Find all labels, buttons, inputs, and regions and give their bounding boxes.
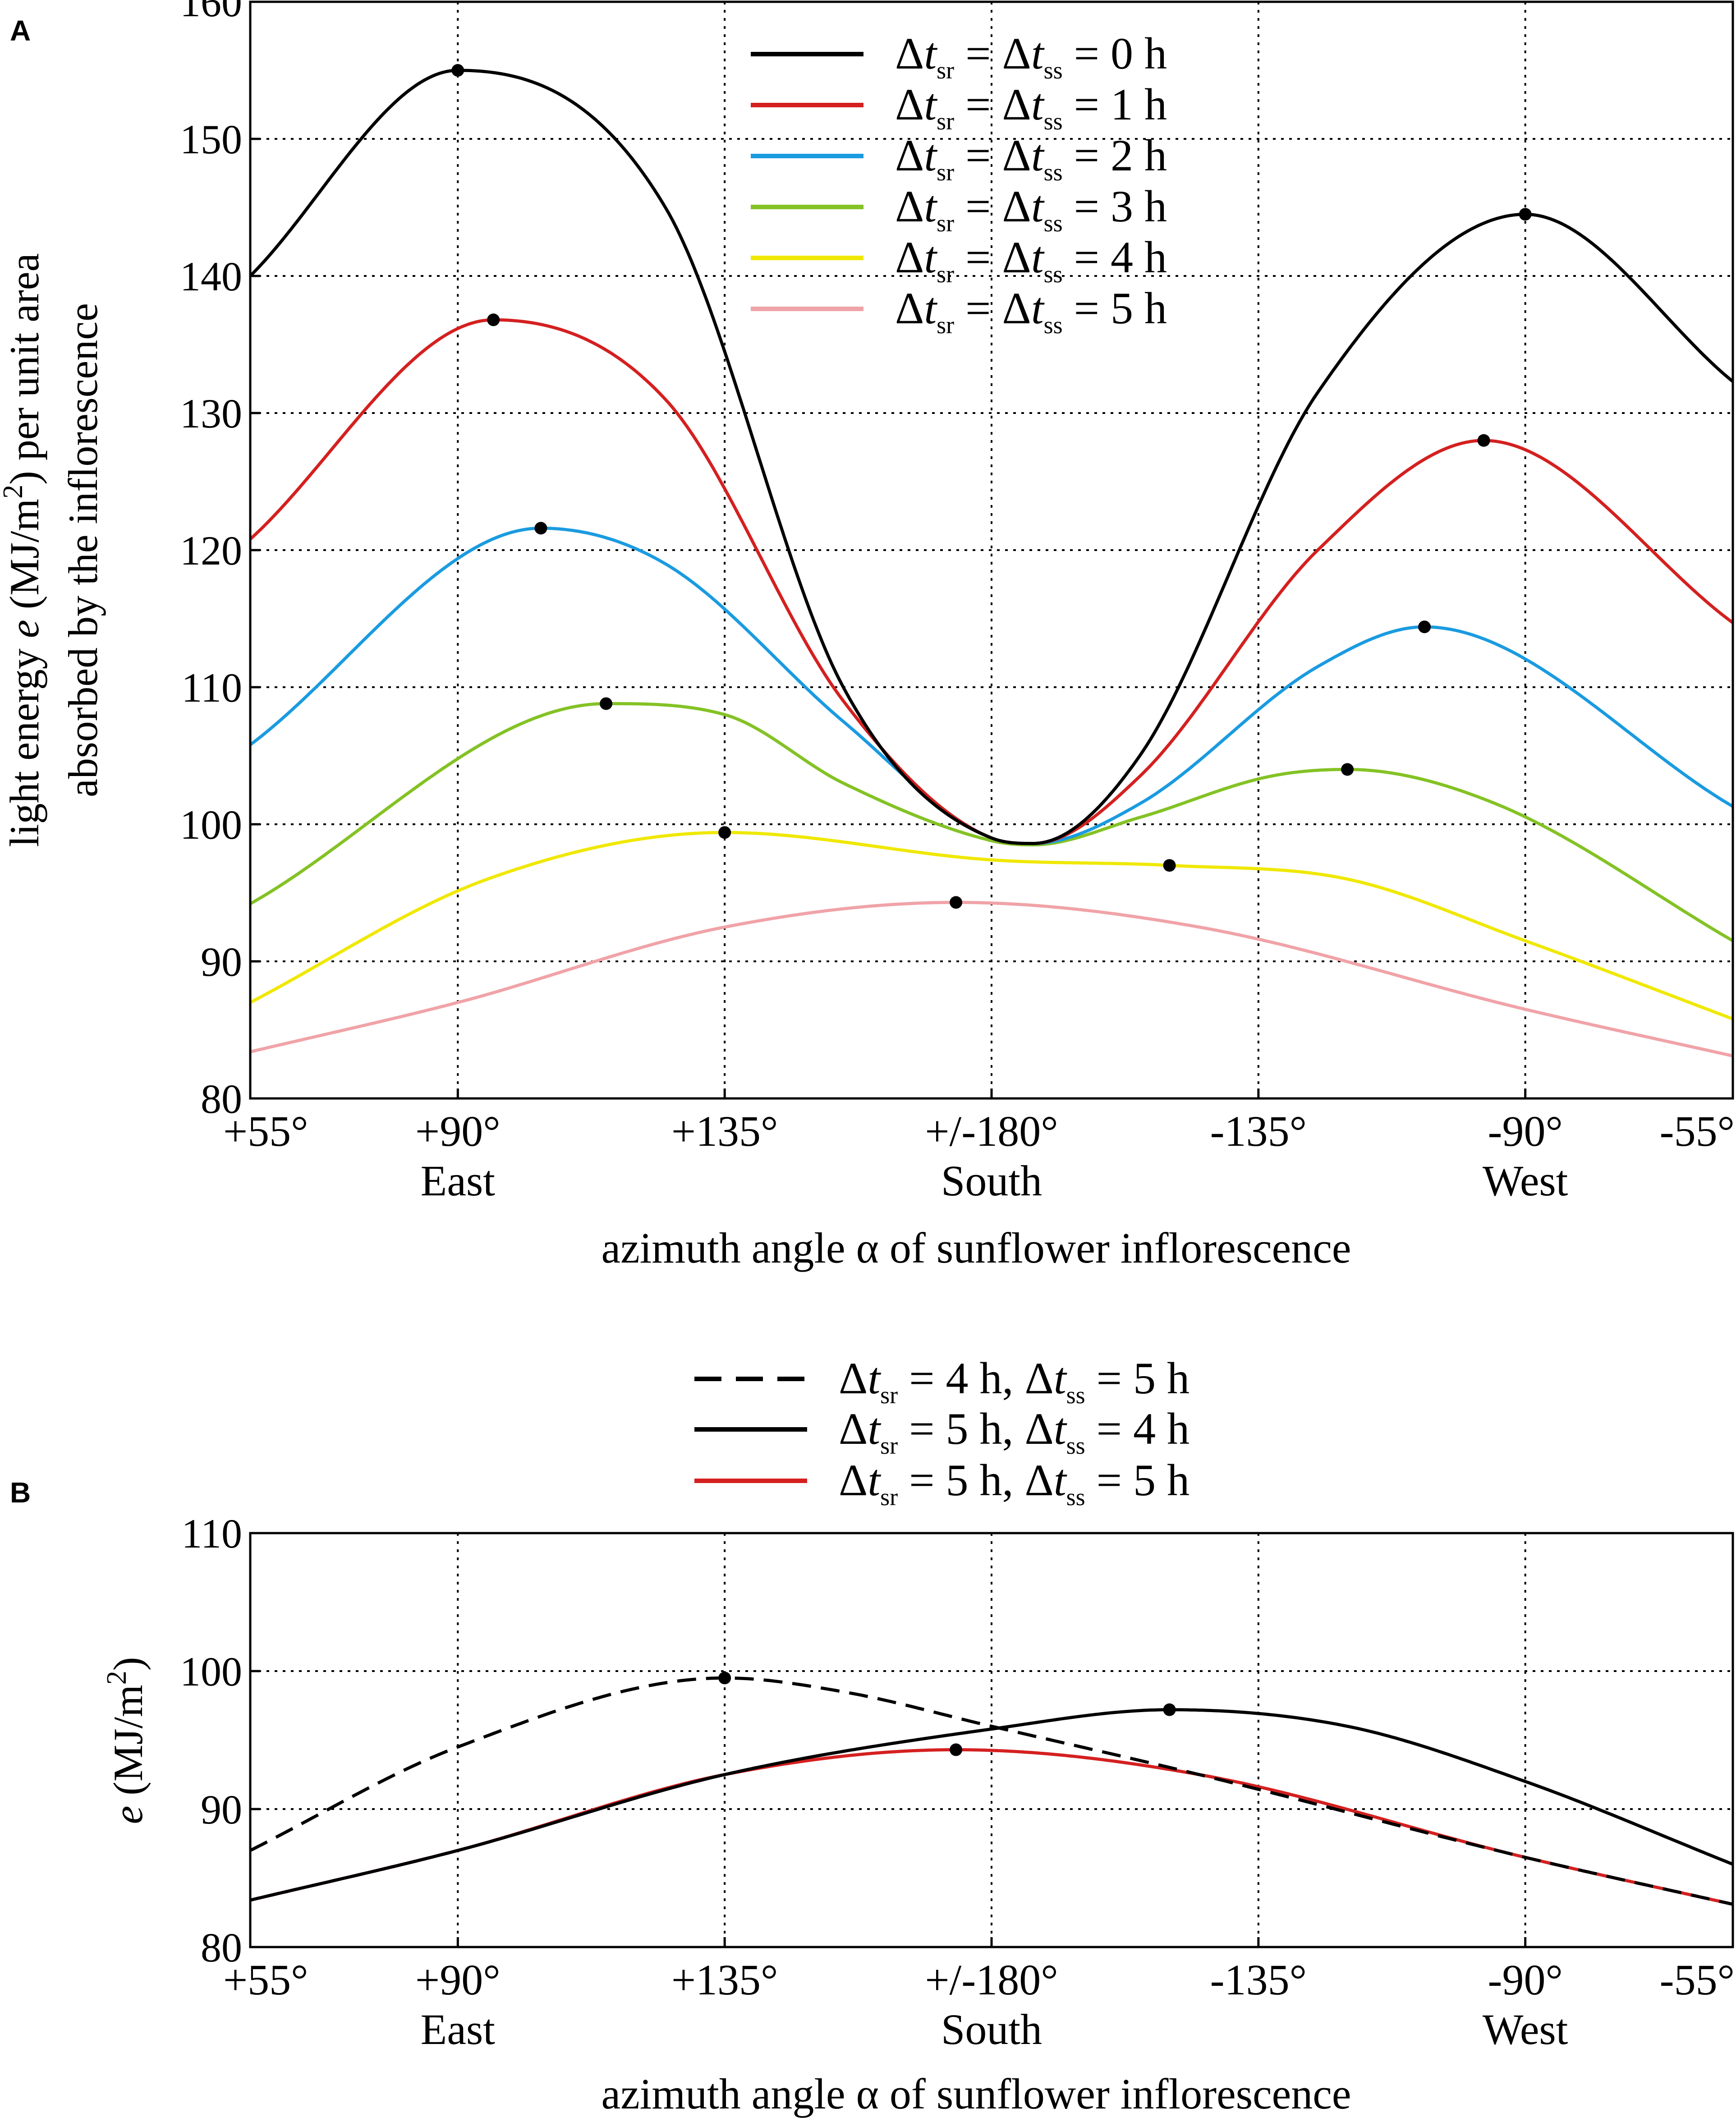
panel-b-markers [718, 1672, 1176, 1756]
panel-a-letter: A [10, 14, 31, 47]
a-xtick-label-1: +90° [415, 1107, 501, 1155]
a-xtick-label-3: +/-180° [925, 1107, 1058, 1155]
legend-b-text-1: Δtsr = 5 h, Δtss = 4 h [839, 1404, 1189, 1459]
b-xtick-label-5: -90° [1488, 1956, 1563, 2004]
legend-b-text-2: Δtsr = 5 h, Δtss = 5 h [839, 1455, 1189, 1511]
legend-a-item-3: Δtsr = Δtss = 3 h [751, 181, 1167, 237]
panel-a-xlabel: azimuth angle α of sunflower inflorescen… [602, 1224, 1351, 1272]
a-ytick-label-0: 80 [201, 1076, 242, 1122]
a-series-line-5 [250, 900, 1733, 1058]
a-series-line-0 [249, 69, 1734, 845]
a-xtick-direction-5: West [1483, 1157, 1568, 1205]
b-xtick-direction-3: South [941, 2005, 1042, 2053]
a-xtick-direction-3: South [941, 1157, 1042, 1205]
a-ytick-label-8: 160 [180, 0, 242, 25]
legend-a-text-1: Δtsr = Δtss = 1 h [895, 79, 1167, 135]
b-xtick-direction-1: East [421, 2005, 496, 2053]
legend-b-item-1: Δtsr = 5 h, Δtss = 4 h [694, 1404, 1189, 1459]
b-xtick-label-3: +/-180° [925, 1956, 1058, 2004]
legend-b-item-0: Δtsr = 4 h, Δtss = 5 h [694, 1353, 1189, 1409]
b-ytick-label-1: 90 [201, 1787, 242, 1833]
a-ytick-label-7: 150 [180, 116, 242, 162]
legend-b-text-0: Δtsr = 4 h, Δtss = 5 h [839, 1353, 1189, 1409]
legend-a-text-0: Δtsr = Δtss = 0 h [895, 28, 1167, 84]
panel-a-ylabel-line1: light energy e (MJ/m2) per unit area [0, 253, 47, 847]
panel-b-ylabel-text: e (MJ/m2) [101, 1657, 151, 1824]
panel-b-y-ticks: 80 90 100 110 [180, 1511, 260, 1970]
a-ytick-label-1: 90 [201, 939, 242, 985]
b-peak-marker-2 [950, 1743, 963, 1756]
a-xtick-label-5: -90° [1488, 1107, 1563, 1155]
a-ytick-label-3: 110 [181, 665, 242, 711]
panel-b-gridlines [250, 1533, 1733, 1947]
a-ytick-label-5: 130 [180, 390, 242, 436]
a-series-line-3 [249, 702, 1734, 942]
a-ytick-label-6: 140 [180, 253, 242, 299]
a-xtick-label-0: +55° [223, 1107, 308, 1155]
panel-a-ylabel: light energy e (MJ/m2) per unit area abs… [0, 253, 106, 847]
panel-a-y-ticks: 80 90 100 110 120 130 140 150 160 [180, 0, 260, 1122]
panel-b-ylabel: e (MJ/m2) [101, 1657, 151, 1824]
panel-a-x-ticks: +55° +90°East +135° +/-180°South -135° -90°We… [223, 1089, 1735, 1205]
legend-a-item-4: Δtsr = Δtss = 4 h [751, 232, 1167, 288]
legend-a-item-5: Δtsr = Δtss = 5 h [751, 283, 1167, 339]
a-peak-marker-4 [718, 826, 731, 839]
b-series-line-1 [250, 1708, 1734, 1902]
b-xtick-label-6: -55° [1660, 1956, 1735, 2004]
panel-a-gridlines [250, 2, 1733, 1098]
a-secondary-marker-2 [1418, 620, 1431, 634]
legend-a-item-1: Δtsr = Δtss = 1 h [751, 79, 1167, 135]
b-ytick-label-0: 80 [201, 1924, 242, 1970]
legend-a-item-0: Δtsr = Δtss = 0 h [751, 28, 1167, 84]
b-ytick-label-2: 100 [180, 1649, 242, 1695]
panel-a: A 80 90 100 110 120 130 140 150 160 +55° +90°East… [0, 0, 1735, 1272]
a-xtick-label-2: +135° [671, 1107, 778, 1155]
a-xtick-label-4: -135° [1210, 1107, 1307, 1155]
a-peak-marker-2 [534, 522, 547, 535]
b-xtick-label-0: +55° [223, 1956, 308, 2004]
b-xtick-direction-5: West [1483, 2005, 1568, 2053]
panel-b: B Δtsr = 4 h, Δtss = 5 h Δtsr = 5 h, Δts… [10, 1353, 1735, 2118]
a-peak-marker-3 [600, 697, 613, 710]
a-secondary-marker-1 [1341, 763, 1354, 776]
legend-a-text-4: Δtsr = Δtss = 4 h [895, 232, 1167, 288]
panel-a-markers [451, 64, 1532, 909]
a-peak-marker-5 [950, 896, 963, 909]
panel-b-xlabel: azimuth angle α of sunflower inflorescen… [602, 2070, 1351, 2118]
legend-b-item-2: Δtsr = 5 h, Δtss = 5 h [694, 1455, 1189, 1511]
b-xtick-label-1: +90° [415, 1956, 501, 2004]
panel-b-legend: Δtsr = 4 h, Δtss = 5 h Δtsr = 5 h, Δtss … [694, 1353, 1189, 1511]
b-xtick-label-2: +135° [671, 1956, 778, 2004]
a-ytick-label-2: 100 [180, 802, 242, 848]
panel-b-letter: B [10, 1476, 31, 1509]
a-peak-marker-0 [451, 64, 464, 77]
panel-a-legend: Δtsr = Δtss = 0 h Δtsr = Δtss = 1 h Δtsr… [751, 28, 1167, 339]
legend-a-item-2: Δtsr = Δtss = 2 h [751, 130, 1167, 186]
a-xtick-label-6: -55° [1660, 1107, 1735, 1155]
a-xtick-direction-1: East [421, 1157, 496, 1205]
panel-b-x-ticks: +55° +90°East +135° +/-180°South -135° -90°We… [223, 1937, 1735, 2053]
a-series-line-4 [249, 831, 1734, 1020]
a-secondary-marker-4 [1519, 208, 1532, 221]
legend-a-text-3: Δtsr = Δtss = 3 h [895, 181, 1167, 237]
a-ytick-label-4: 120 [180, 528, 242, 574]
b-peak-marker-1 [1163, 1703, 1176, 1716]
a-peak-marker-1 [487, 313, 500, 326]
legend-a-text-2: Δtsr = Δtss = 2 h [895, 130, 1167, 186]
panel-a-ylabel-line2: absorbed by the inflorescence [60, 303, 106, 797]
b-xtick-label-4: -135° [1210, 1956, 1307, 2004]
panel-b-series [249, 1676, 1734, 1906]
b-peak-marker-0 [718, 1672, 731, 1685]
b-ytick-label-3: 110 [181, 1511, 242, 1557]
a-secondary-marker-3 [1477, 434, 1490, 447]
a-secondary-marker-0 [1163, 859, 1176, 872]
legend-a-text-5: Δtsr = Δtss = 5 h [895, 283, 1167, 339]
b-series-line-0 [249, 1676, 1733, 1906]
